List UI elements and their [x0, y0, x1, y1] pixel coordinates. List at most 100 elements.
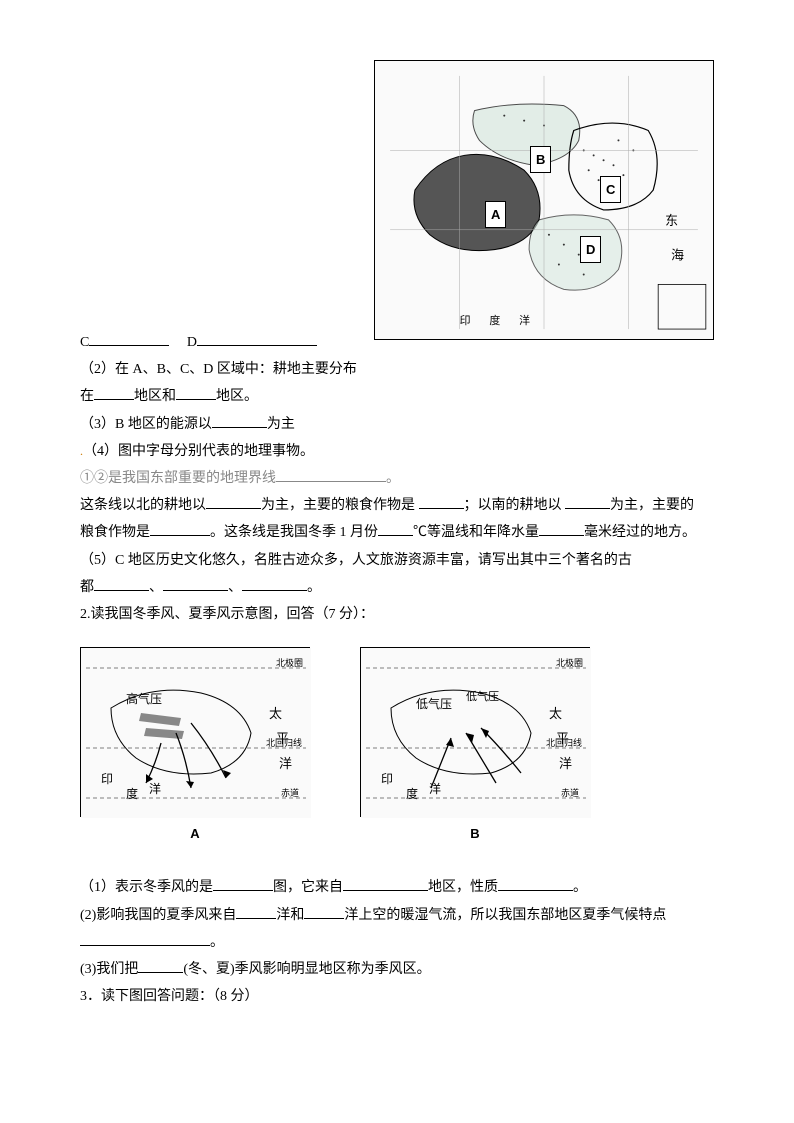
q4-l3-d: 毫米经过的地方。 — [584, 525, 696, 540]
svg-text:度: 度 — [406, 786, 418, 801]
q4-blank-crop-n[interactable] — [419, 495, 464, 509]
q4-blank-crop-s[interactable] — [150, 522, 210, 536]
q4-l1-a: ①②是我国东部重要的地理界线 — [80, 471, 276, 486]
mq3-b: (冬、夏)季风影响明显地区称为季风区。 — [183, 962, 430, 977]
mq3-blank[interactable] — [138, 959, 183, 973]
monsoon-map-b: 低气压 低气压 太平洋 印度洋 北极圈 北回归线 赤道 — [360, 647, 590, 817]
mq1-b: 图，它来自 — [273, 880, 343, 895]
region-label-a: A — [485, 201, 506, 228]
question-5-line2: 都、、。 — [80, 575, 714, 600]
question-4-header: .（4）图中字母分别代表的地理事物。 — [80, 439, 714, 464]
region-label-d: D — [580, 236, 601, 263]
label-d: D — [187, 335, 197, 350]
svg-text:洋: 洋 — [519, 313, 530, 327]
question-4-line2: 这条线以北的耕地以为主，主要的粮食作物是 ；以南的耕地以 为主，主要的 — [80, 493, 714, 518]
q4-l2-d: 为主，主要的 — [610, 498, 694, 513]
q5-l2-d: 。 — [307, 580, 321, 595]
q5-l2-c: 、 — [228, 580, 242, 595]
mq2-blank-3[interactable] — [80, 932, 210, 946]
monsoon-map-a: 高气压 太平洋 印度洋 北极圈 北回归线 赤道 — [80, 647, 310, 817]
question-4-line3: 粮食作物是 。这条线是我国冬季 1 月份 ℃等温线和年降水量 毫米经过的地方。 — [80, 520, 714, 545]
q2-prefix: （2）在 A、B、C、D 区域中：耕地主要分布 — [80, 362, 357, 377]
q4-l3-b: 。这条线是我国冬季 1 月份 — [210, 525, 378, 540]
q4-l2-b: 为主，主要的粮食作物是 — [261, 498, 419, 513]
q4-header-text: （4）图中字母分别代表的地理事物。 — [83, 444, 314, 459]
svg-text:赤道: 赤道 — [561, 787, 579, 798]
question-last: 3．读下图回答问题：（8 分） — [80, 984, 714, 1009]
mq3-a: (3)我们把 — [80, 962, 138, 977]
mq2-blank-1[interactable] — [236, 905, 276, 919]
q4-l3-c: ℃等温线和年降水量 — [413, 525, 539, 540]
q2-text-c: 地区。 — [216, 389, 258, 404]
svg-text:北极圈: 北极圈 — [556, 657, 583, 668]
monsoon-q2-cont: 。 — [80, 930, 714, 955]
mq1-blank-2[interactable] — [343, 877, 428, 891]
monsoon-caption-a: A — [80, 822, 310, 845]
q2-blank-1[interactable] — [94, 386, 134, 400]
mq1-a: （1）表示冬季风的是 — [80, 880, 213, 895]
mq2-blank-2[interactable] — [304, 905, 344, 919]
svg-text:印: 印 — [101, 772, 113, 786]
svg-text:北回归线: 北回归线 — [266, 737, 302, 748]
map-svg: 东 海 印 度 洋 — [375, 61, 713, 339]
svg-text:太: 太 — [549, 706, 562, 721]
low-pressure-label: 低气压 — [416, 696, 452, 711]
mq1-d: 。 — [573, 880, 587, 895]
svg-text:北回归线: 北回归线 — [546, 737, 582, 748]
svg-text:洋: 洋 — [149, 781, 161, 796]
mq2-c: 洋上空的暖湿气流，所以我国东部地区夏季气候特点 — [344, 908, 666, 923]
mq1-blank-1[interactable] — [213, 877, 273, 891]
q5-blank-2[interactable] — [163, 577, 228, 591]
svg-text:赤道: 赤道 — [281, 787, 299, 798]
svg-text:印: 印 — [381, 772, 393, 786]
q5-l1: （5）C 地区历史文化悠久，名胜古迹众多，人文旅游资源丰富，请写出其中三个著名的… — [80, 553, 632, 568]
svg-text:度: 度 — [126, 786, 138, 801]
monsoon-caption-b: B — [360, 822, 590, 845]
q4-blank-north[interactable] — [206, 495, 261, 509]
question-3: （3）B 地区的能源以为主 — [80, 412, 714, 437]
q4-blank-south[interactable] — [565, 495, 610, 509]
q4-blank-precip[interactable] — [539, 522, 584, 536]
region-label-c: C — [600, 176, 621, 203]
svg-text:洋: 洋 — [559, 756, 572, 771]
mq2-b: 洋和 — [276, 908, 304, 923]
question-5-line1: （5）C 地区历史文化悠久，名胜古迹众多，人文旅游资源丰富，请写出其中三个著名的… — [80, 548, 714, 573]
monsoon-q1: （1）表示冬季风的是 图，它来自 地区，性质 。 — [80, 875, 714, 900]
mq2-a: (2)影响我国的夏季风来自 — [80, 908, 236, 923]
monsoon-maps-row: 高气压 太平洋 印度洋 北极圈 北回归线 赤道 A 低气压 低气压 — [80, 647, 714, 845]
question-2: （2）在 A、B、C、D 区域中：耕地主要分布 — [80, 357, 714, 382]
ocean-east-label: 东 — [665, 214, 678, 228]
mq2-d: 。 — [210, 935, 224, 950]
q3-blank[interactable] — [212, 414, 267, 428]
china-regions-map: 东 海 印 度 洋 A B C D — [374, 60, 714, 340]
q4-blank-temp[interactable] — [378, 522, 413, 536]
q4-l3-a: 粮食作物是 — [80, 525, 150, 540]
monsoon-map-a-wrapper: 高气压 太平洋 印度洋 北极圈 北回归线 赤道 A — [80, 647, 310, 845]
region-label-b: B — [530, 146, 551, 173]
label-c: C — [80, 335, 89, 350]
q2-blank-2[interactable] — [176, 386, 216, 400]
high-pressure-label: 高气压 — [126, 691, 162, 706]
blank-d[interactable] — [197, 332, 317, 346]
svg-text:洋: 洋 — [429, 781, 441, 796]
q4-blank-boundary[interactable] — [276, 468, 386, 482]
q3-text-a: （3）B 地区的能源以 — [80, 417, 212, 432]
ocean-sea-label: 海 — [671, 249, 684, 263]
monsoon-intro: 2.读我国冬季风、夏季风示意图，回答（7 分）： — [80, 602, 714, 627]
q5-blank-3[interactable] — [242, 577, 307, 591]
q2-text-a: 在 — [80, 389, 94, 404]
blank-c[interactable] — [89, 332, 169, 346]
svg-text:低气压: 低气压 — [466, 689, 499, 703]
mq1-c: 地区，性质 — [428, 880, 498, 895]
monsoon-map-b-wrapper: 低气压 低气压 太平洋 印度洋 北极圈 北回归线 赤道 B — [360, 647, 590, 845]
svg-text:北极圈: 北极圈 — [276, 657, 303, 668]
q4-l1-b: 。 — [386, 471, 400, 486]
q5-blank-1[interactable] — [94, 577, 149, 591]
mq1-blank-3[interactable] — [498, 877, 573, 891]
q2-text-b: 地区和 — [134, 389, 176, 404]
svg-text:印: 印 — [460, 314, 471, 327]
q5-l2-b: 、 — [149, 580, 163, 595]
q4-l2-a: 这条线以北的耕地以 — [80, 498, 206, 513]
question-2-line2: 在 地区和 地区。 — [80, 384, 714, 409]
svg-text:度: 度 — [489, 313, 500, 327]
